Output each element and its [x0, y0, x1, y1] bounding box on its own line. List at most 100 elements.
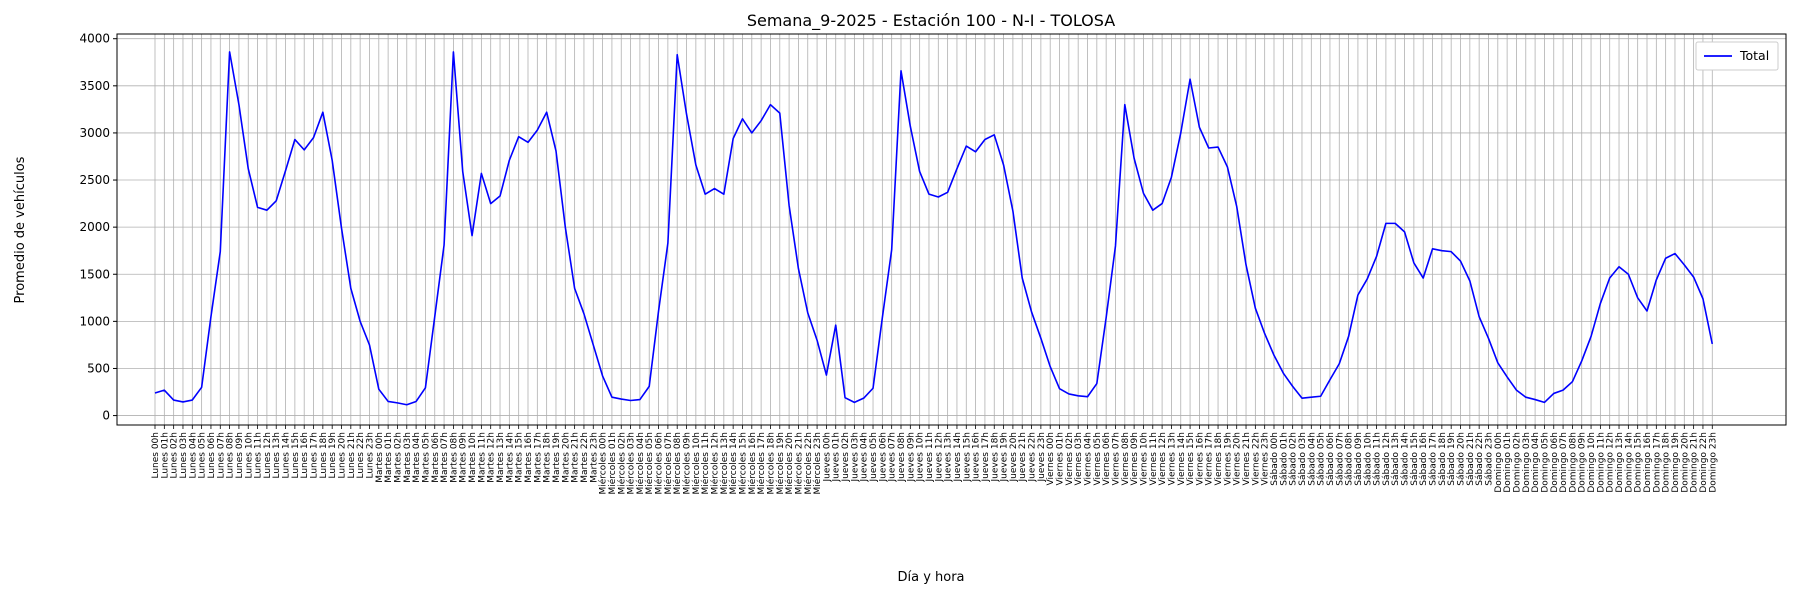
x-tick-label: Viernes 12h	[1158, 432, 1168, 486]
y-tick-label: 4000	[79, 32, 110, 46]
x-tick-label: Domingo 06h	[1550, 432, 1560, 493]
x-tick-label: Domingo 10h	[1587, 432, 1597, 493]
x-tick-label: Miércoles 09h	[682, 432, 693, 495]
y-tick-label: 3500	[79, 79, 110, 93]
x-tick-label: Miércoles 07h	[663, 432, 674, 495]
x-tick-label: Domingo 02h	[1512, 432, 1522, 493]
x-tick-label: Miércoles 14h	[728, 432, 739, 495]
x-tick-label: Miércoles 02h	[616, 432, 627, 495]
x-tick-label: Miércoles 03h	[626, 432, 637, 495]
x-tick-label: Domingo 15h	[1634, 432, 1644, 493]
x-tick-label: Martes 16h	[524, 432, 534, 483]
x-tick-label: Viernes 00h	[1046, 432, 1056, 486]
x-tick-label: Lunes 01h	[160, 432, 170, 479]
x-tick-label: Miércoles 18h	[765, 432, 776, 495]
grid-layer	[117, 34, 1786, 425]
x-tick-label: Domingo 05h	[1540, 432, 1550, 493]
x-tick-label: Lunes 08h	[226, 432, 236, 479]
x-tick-label: Viernes 03h	[1074, 432, 1084, 486]
x-tick-label: Domingo 00h	[1494, 432, 1504, 493]
x-tick-label: Domingo 04h	[1531, 432, 1541, 493]
x-tick-label: Martes 07h	[440, 432, 450, 483]
x-tick-label: Viernes 13h	[1167, 432, 1177, 486]
x-tick-label: Lunes 18h	[319, 432, 329, 479]
x-tick-label: Domingo 12h	[1606, 432, 1616, 493]
x-tick-label: Sábado 07h	[1335, 432, 1345, 486]
x-tick-label: Lunes 03h	[179, 432, 189, 479]
x-tick-label: Viernes 10h	[1139, 432, 1149, 486]
x-tick-label: Martes 01h	[384, 432, 394, 483]
x-tick-label: Viernes 15h	[1186, 432, 1196, 486]
x-tick-label: Lunes 14h	[282, 432, 292, 479]
series-layer	[154, 51, 1714, 406]
x-tick-label: Domingo 20h	[1680, 432, 1690, 493]
x-tick-label: Jueves 15h	[962, 432, 972, 482]
x-tick-label: Sábado 15h	[1410, 432, 1420, 486]
x-tick-label: Sábado 21h	[1466, 432, 1476, 486]
x-tick-label: Sábado 19h	[1447, 432, 1457, 486]
legend-label-total: Total	[1739, 48, 1769, 63]
x-tick-label: Domingo 19h	[1671, 432, 1681, 493]
x-tick-label: Martes 22h	[580, 432, 590, 483]
x-tick-label: Domingo 11h	[1596, 432, 1606, 493]
x-tick-label: Jueves 16h	[972, 432, 982, 482]
plot-frame	[116, 33, 1787, 426]
x-tick-label: Domingo 08h	[1568, 432, 1578, 493]
x-tick-label: Sábado 03h	[1298, 432, 1308, 486]
x-tick-label: Sábado 11h	[1373, 432, 1383, 486]
x-tick-label: Martes 15h	[515, 432, 525, 483]
x-tick-label: Sábado 01h	[1279, 432, 1289, 486]
x-tick-label: Domingo 14h	[1624, 432, 1634, 493]
x-tick-label: Lunes 00h	[151, 432, 161, 479]
x-tick-label: Jueves 12h	[934, 432, 944, 482]
x-tick-label: Jueves 20h	[1009, 432, 1019, 482]
x-tick-label: Viernes 05h	[1093, 432, 1103, 486]
x-tick-label: Jueves 09h	[906, 432, 916, 482]
x-tick-label: Jueves 08h	[897, 432, 907, 482]
y-tick-label: 2500	[79, 173, 110, 187]
x-tick-label: Martes 12h	[487, 432, 497, 483]
x-tick-label: Viernes 18h	[1214, 432, 1224, 486]
x-tick-label: Martes 19h	[552, 432, 562, 483]
x-tick-label: Lunes 05h	[198, 432, 208, 479]
x-tick-label: Domingo 13h	[1615, 432, 1625, 493]
x-tick-label: Lunes 04h	[188, 432, 198, 479]
x-tick-label: Domingo 03h	[1522, 432, 1532, 493]
x-tick-label: Lunes 09h	[235, 432, 245, 479]
x-tick-label: Viernes 17h	[1205, 432, 1215, 486]
y-tick-label: 0	[102, 409, 110, 423]
x-tick-label: Miércoles 01h	[607, 432, 618, 495]
x-tick-label: Martes 11h	[477, 432, 487, 483]
x-tick-label: Martes 05h	[421, 432, 431, 483]
x-tick-label: Lunes 11h	[254, 432, 264, 479]
x-tick-label: Jueves 01h	[832, 432, 842, 482]
x-tick-label: Jueves 03h	[850, 432, 860, 482]
x-tick-label: Miércoles 19h	[775, 432, 786, 495]
x-tick-label: Lunes 06h	[207, 432, 217, 479]
x-tick-label: Miércoles 04h	[635, 432, 646, 495]
x-tick-label: Sábado 09h	[1354, 432, 1364, 486]
x-tick-label: Martes 17h	[533, 432, 543, 483]
x-tick-label: Domingo 16h	[1643, 432, 1653, 493]
y-tick-label: 500	[87, 361, 110, 375]
x-tick-label: Jueves 10h	[916, 432, 926, 482]
x-tick-label: Lunes 15h	[291, 432, 301, 479]
x-tick-label: Domingo 23h	[1708, 432, 1718, 493]
y-tick-label: 2000	[79, 220, 110, 234]
x-tick-label: Martes 03h	[403, 432, 413, 483]
x-tick-label: Sábado 12h	[1382, 432, 1392, 486]
x-tick-label: Sábado 23h	[1484, 432, 1494, 486]
x-tick-label: Viernes 06h	[1102, 432, 1112, 486]
x-tick-label: Sábado 16h	[1419, 432, 1429, 486]
x-tick-label: Domingo 21h	[1690, 432, 1700, 493]
x-tick-label: Domingo 01h	[1503, 432, 1513, 493]
y-tick-label: 1000	[79, 314, 110, 328]
x-tick-label: Viernes 16h	[1195, 432, 1205, 486]
x-tick-label: Lunes 13h	[272, 432, 282, 479]
x-tick-label: Jueves 11h	[925, 432, 935, 482]
x-tick-labels: Lunes 00h Lunes 01h Lunes 02h Lunes 03h Lune…	[151, 425, 1718, 495]
x-tick-label: Viernes 23h	[1261, 432, 1271, 486]
x-tick-label: Miércoles 05h	[644, 432, 655, 495]
x-tick-label: Jueves 13h	[944, 432, 954, 482]
x-tick-label: Lunes 02h	[170, 432, 180, 479]
